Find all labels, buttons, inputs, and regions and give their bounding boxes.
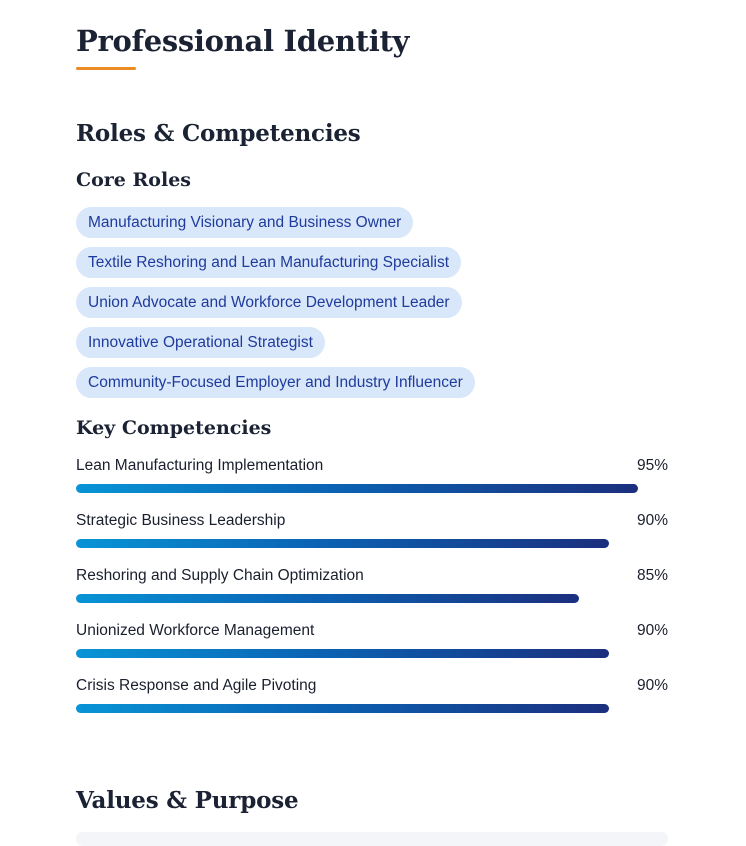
competency-percent: 95% [636, 457, 668, 474]
competency-percent: 90% [636, 622, 668, 639]
role-pill: Manufacturing Visionary and Business Own… [76, 207, 414, 238]
role-pill: Community-Focused Employer and Industry … [76, 367, 475, 398]
competency-bar-fill [76, 704, 609, 713]
competency-percent: 85% [636, 567, 668, 584]
role-pill: Union Advocate and Workforce Development… [76, 287, 462, 318]
competency-bar-fill [76, 594, 580, 603]
roles-section-title: Roles & Competencies [76, 120, 361, 147]
competency-item: Crisis Response and Agile Pivoting 90% [76, 677, 668, 732]
page-title: Professional Identity [76, 24, 410, 58]
competency-bar-track [76, 539, 668, 548]
core-roles-title: Core Roles [76, 169, 191, 191]
competency-name: Lean Manufacturing Implementation [76, 457, 324, 474]
role-pill: Innovative Operational Strategist [76, 327, 325, 358]
title-underline [76, 67, 136, 70]
competencies-list: Lean Manufacturing Implementation 95% St… [76, 457, 668, 732]
key-competencies-title: Key Competencies [76, 417, 272, 439]
values-section-title: Values & Purpose [76, 787, 299, 814]
competency-name: Crisis Response and Agile Pivoting [76, 677, 317, 694]
competency-bar-track [76, 484, 668, 493]
competency-name: Reshoring and Supply Chain Optimization [76, 567, 364, 584]
competency-bar-track [76, 649, 668, 658]
competency-item: Strategic Business Leadership 90% [76, 512, 668, 567]
competency-bar-track [76, 704, 668, 713]
competency-percent: 90% [636, 512, 668, 529]
competency-bar-fill [76, 649, 609, 658]
competency-percent: 90% [636, 677, 668, 694]
role-pill: Textile Reshoring and Lean Manufacturing… [76, 247, 462, 278]
competency-item: Lean Manufacturing Implementation 95% [76, 457, 668, 512]
competency-item: Unionized Workforce Management 90% [76, 622, 668, 677]
competency-name: Strategic Business Leadership [76, 512, 286, 529]
competency-name: Unionized Workforce Management [76, 622, 315, 639]
competency-item: Reshoring and Supply Chain Optimization … [76, 567, 668, 622]
competency-bar-track [76, 594, 668, 603]
competency-bar-fill [76, 539, 609, 548]
values-card [76, 832, 668, 846]
core-roles-list: Manufacturing Visionary and Business Own… [76, 207, 475, 407]
competency-bar-fill [76, 484, 639, 493]
